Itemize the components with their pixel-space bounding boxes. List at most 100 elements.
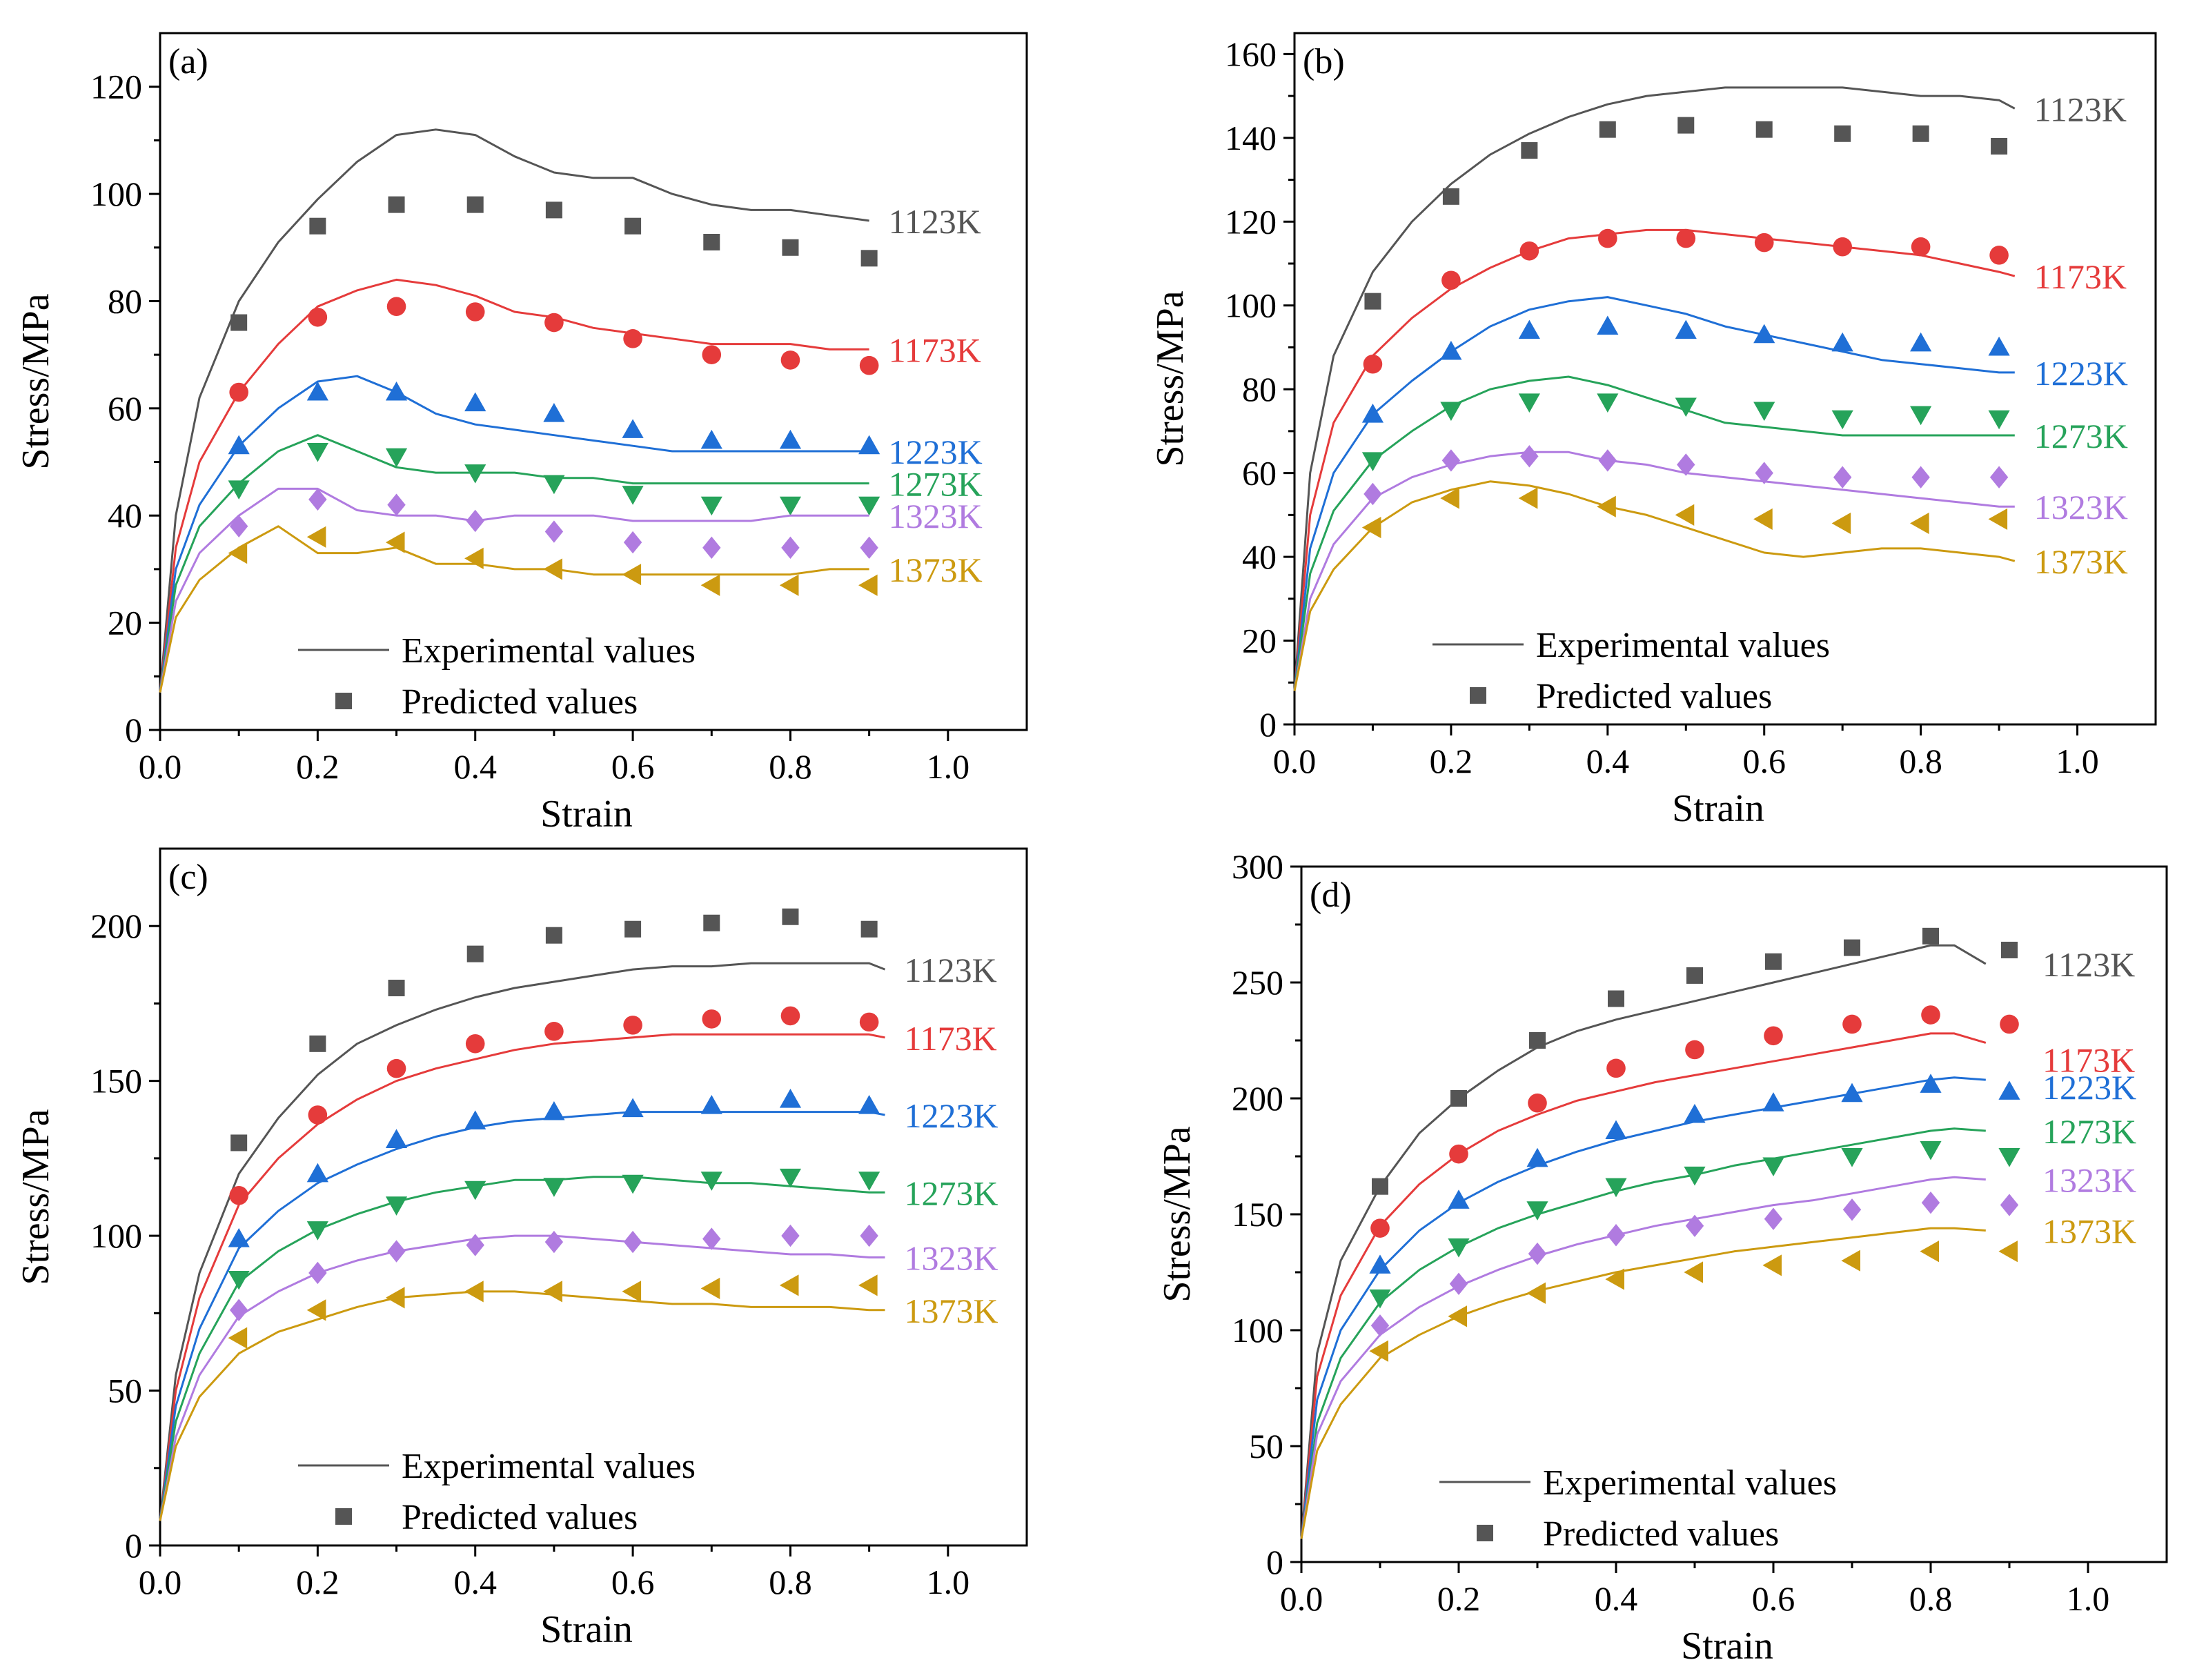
series-label-1273K: 1273K <box>904 1174 998 1212</box>
predicted-marker-1323K <box>1442 449 1460 471</box>
series-label-1323K: 1323K <box>904 1239 998 1278</box>
x-tick-label: 0.4 <box>453 1563 497 1601</box>
y-axis-title: Stress/MPa <box>1149 290 1192 466</box>
experimental-curve-1173K <box>160 279 869 692</box>
predicted-marker-1173K <box>1921 1005 1940 1025</box>
predicted-marker-1223K <box>1684 1104 1705 1123</box>
y-tick-label: 20 <box>1242 622 1277 660</box>
y-tick-label: 300 <box>1232 847 1283 886</box>
chart-panel: 0.0 0.2 0.4 0.6 0.8 1.0050100150200StrainStre… <box>14 849 1027 1651</box>
predicted-marker-1223K <box>1920 1074 1941 1093</box>
predicted-marker-1373K <box>701 575 720 596</box>
predicted-marker-1273K <box>780 497 801 516</box>
legend-marker-swatch <box>335 693 352 709</box>
experimental-curve-1123K <box>160 963 885 1521</box>
predicted-marker-1323K <box>387 493 405 515</box>
predicted-marker-1223K <box>1526 1148 1548 1167</box>
y-tick-label: 80 <box>108 281 142 320</box>
predicted-marker-1223K <box>1440 341 1461 360</box>
predicted-marker-1273K <box>1920 1141 1941 1160</box>
predicted-marker-1123K <box>1922 928 1939 945</box>
predicted-marker-1173K <box>308 308 328 327</box>
predicted-marker-1273K <box>1519 393 1540 413</box>
predicted-marker-1323K <box>860 537 878 559</box>
x-tick-label: 0.4 <box>1586 742 1630 780</box>
x-tick-label: 0.4 <box>453 747 497 786</box>
predicted-marker-1223K <box>386 1129 407 1148</box>
predicted-marker-1323K <box>1764 1208 1782 1230</box>
predicted-marker-1223K <box>858 435 880 455</box>
legend-experimental: Experimental values <box>1543 1463 1837 1503</box>
predicted-marker-1373K <box>622 564 641 585</box>
predicted-marker-1273K <box>1369 1289 1390 1309</box>
y-tick-label: 150 <box>1232 1195 1283 1234</box>
predicted-marker-1173K <box>229 383 248 402</box>
y-tick-label: 60 <box>1242 454 1277 493</box>
series-label-1323K: 1323K <box>2042 1161 2136 1200</box>
predicted-marker-1173K <box>387 1059 406 1078</box>
predicted-marker-1223K <box>1369 1254 1390 1274</box>
predicted-marker-1273K <box>1910 406 1931 426</box>
series-label-1273K: 1273K <box>2034 417 2128 455</box>
predicted-marker-1273K <box>228 480 250 500</box>
predicted-marker-1373K <box>228 1327 248 1349</box>
predicted-marker-1273K <box>464 464 486 484</box>
predicted-marker-1223K <box>1605 1120 1626 1139</box>
predicted-marker-1173K <box>1363 355 1383 374</box>
y-tick-label: 100 <box>1232 1311 1283 1350</box>
predicted-marker-1173K <box>1685 1040 1704 1060</box>
y-tick-label: 60 <box>108 389 142 428</box>
predicted-marker-1223K <box>1998 1080 2020 1100</box>
predicted-marker-1123K <box>1364 293 1381 310</box>
predicted-marker-1173K <box>1598 229 1617 248</box>
legend-marker-swatch <box>335 1508 352 1525</box>
x-tick-label: 1.0 <box>927 747 970 786</box>
predicted-marker-1173K <box>781 1007 800 1026</box>
predicted-marker-1373K <box>1762 1254 1782 1276</box>
predicted-marker-1323K <box>702 537 720 559</box>
x-tick-label: 0.6 <box>611 1563 655 1601</box>
series-label-1373K: 1373K <box>904 1292 998 1330</box>
predicted-marker-1273K <box>1841 1148 1862 1167</box>
plot-frame <box>160 849 1027 1545</box>
predicted-marker-1323K <box>860 1225 878 1247</box>
predicted-marker-1323K <box>1922 1192 1940 1214</box>
y-tick-label: 20 <box>108 604 142 642</box>
predicted-marker-1373K <box>1526 1283 1546 1304</box>
predicted-marker-1223K <box>1988 337 2009 356</box>
predicted-marker-1173K <box>1449 1145 1468 1164</box>
y-tick-label: 80 <box>1242 370 1277 408</box>
predicted-marker-1223K <box>622 1098 643 1117</box>
predicted-marker-1173K <box>2000 1015 2019 1034</box>
predicted-marker-1373K <box>1675 504 1695 526</box>
legend-predicted: Predicted values <box>402 1498 638 1537</box>
legend-experimental: Experimental values <box>402 1447 696 1486</box>
predicted-marker-1173K <box>1755 233 1774 253</box>
predicted-marker-1273K <box>307 1221 328 1241</box>
predicted-marker-1373K <box>386 531 405 553</box>
y-tick-label: 100 <box>90 1216 142 1255</box>
predicted-marker-1123K <box>1913 126 1929 142</box>
series-label-1123K: 1123K <box>889 202 981 241</box>
predicted-marker-1373K <box>1597 496 1616 517</box>
x-tick-label: 1.0 <box>2067 1579 2110 1618</box>
panel-label: (c) <box>168 858 208 897</box>
predicted-marker-1273K <box>386 1196 407 1216</box>
predicted-marker-1373K <box>1988 508 2007 530</box>
predicted-marker-1173K <box>1370 1218 1390 1238</box>
predicted-marker-1123K <box>388 197 405 213</box>
x-tick-label: 0.2 <box>296 747 339 786</box>
predicted-marker-1223K <box>1762 1092 1784 1111</box>
predicted-marker-1123K <box>1521 142 1537 159</box>
panel-label: (a) <box>168 42 208 81</box>
predicted-marker-1123K <box>1450 1090 1467 1107</box>
predicted-marker-1273K <box>464 1181 486 1200</box>
series-label-1323K: 1323K <box>889 497 983 535</box>
experimental-curve-1373K <box>160 1292 885 1521</box>
predicted-marker-1123K <box>1599 121 1616 138</box>
predicted-marker-1373K <box>307 1299 326 1321</box>
plot-frame <box>1301 867 2167 1562</box>
x-tick-label: 0.8 <box>1909 1579 1953 1618</box>
predicted-marker-1323K <box>466 510 484 532</box>
predicted-marker-1373K <box>1910 513 1929 534</box>
